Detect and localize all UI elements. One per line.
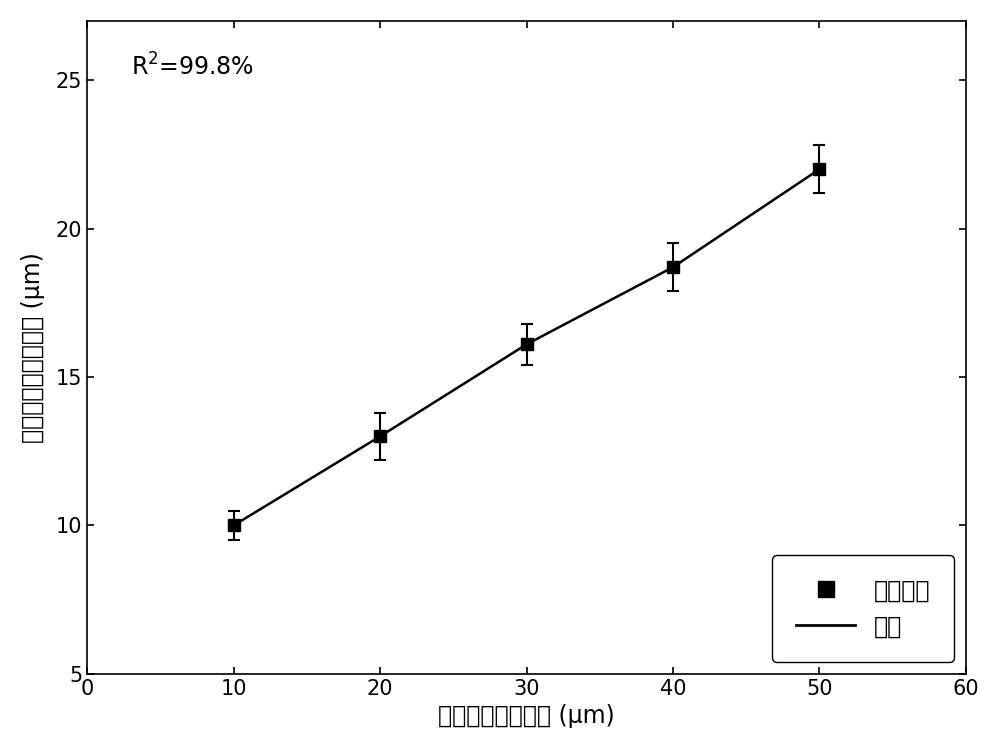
- 拟合: [374, 432, 386, 441]
- X-axis label: 原始粉末平均粒径 (μm): 原始粉末平均粒径 (μm): [438, 704, 615, 728]
- Text: R$^2$=99.8%: R$^2$=99.8%: [131, 53, 254, 81]
- 拟合: [813, 165, 825, 174]
- 拟合: [521, 340, 533, 349]
- Y-axis label: 烧结体平均晶粒尺寸 (μm): 烧结体平均晶粒尺寸 (μm): [21, 252, 45, 443]
- Legend: 测试数据, 拟合: 测试数据, 拟合: [772, 555, 954, 662]
- Line: 拟合: 拟合: [234, 169, 819, 525]
- 拟合: [228, 521, 240, 530]
- 拟合: [667, 263, 679, 272]
